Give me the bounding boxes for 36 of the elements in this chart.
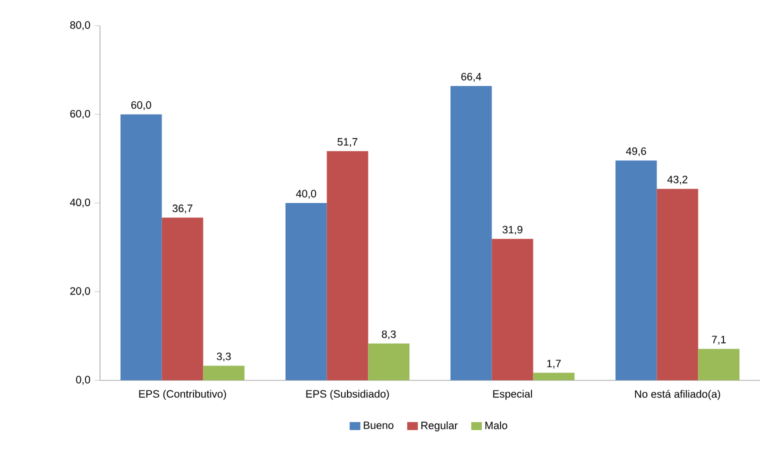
- legend-label: Malo: [485, 421, 508, 430]
- legend-label: Regular: [421, 421, 458, 432]
- x-tick-label: EPS (Contributivo): [139, 390, 226, 400]
- data-label: 51,7: [338, 138, 358, 147]
- bar: [492, 238, 534, 380]
- y-tick-label: 80,0: [70, 21, 90, 30]
- bar: [698, 348, 740, 380]
- data-label: 49,6: [626, 147, 646, 156]
- data-label: 8,3: [382, 330, 396, 340]
- y-tick-label: 60,0: [70, 110, 90, 119]
- bar: [162, 218, 204, 380]
- bar: [203, 366, 245, 380]
- data-label: 66,4: [461, 72, 482, 82]
- bar: [616, 160, 657, 380]
- data-label: 40,0: [296, 190, 316, 199]
- data-label: 3,3: [216, 352, 231, 362]
- y-tick-label: 0,0: [76, 376, 90, 385]
- data-label: 1,7: [547, 360, 561, 369]
- bar: [368, 344, 410, 380]
- y-tick-label: 20,0: [70, 287, 90, 296]
- data-label: 60,0: [131, 101, 152, 110]
- bar: [656, 188, 698, 380]
- x-tick-label: No está afiliado(a): [635, 390, 720, 400]
- bar: [450, 86, 492, 380]
- bar: [533, 372, 574, 380]
- data-label: 7,1: [712, 336, 726, 345]
- data-label: 36,7: [172, 204, 192, 214]
- bar: [326, 151, 368, 380]
- x-tick-label: Especial: [493, 390, 532, 400]
- legend-label: Bueno: [364, 422, 394, 430]
- data-label: 31,9: [502, 226, 522, 235]
- x-tick-label: EPS (Subsidiado): [306, 390, 389, 400]
- data-label: 43,2: [667, 176, 688, 185]
- bar: [286, 203, 327, 380]
- bar: [120, 114, 162, 380]
- y-tick-label: 40,0: [70, 198, 90, 208]
